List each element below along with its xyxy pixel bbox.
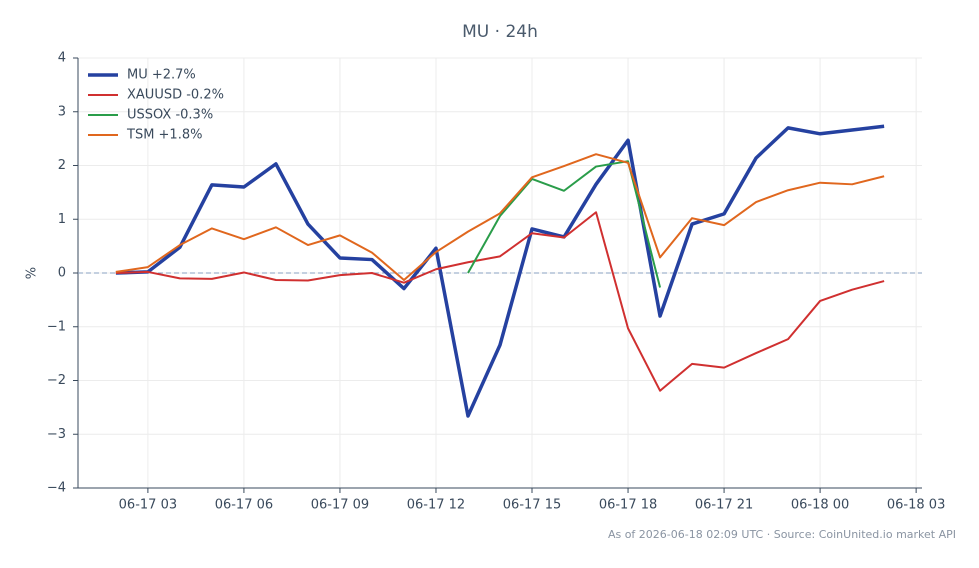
- x-tick-label: 06-18 03: [887, 498, 945, 513]
- footnote: As of 2026-06-18 02:09 UTC · Source: Coi…: [608, 528, 956, 541]
- y-tick-label: −2: [47, 373, 66, 388]
- x-tick-label: 06-17 09: [311, 498, 369, 513]
- series-line: [467, 160, 662, 288]
- y-tick-label: 4: [58, 51, 66, 66]
- y-tick-label: 1: [58, 212, 66, 227]
- legend-label: USSOX -0.3%: [127, 108, 213, 123]
- series-line: [115, 211, 885, 392]
- series-line: [115, 153, 885, 281]
- chart-title: MU · 24h: [462, 22, 538, 42]
- legend-label: XAUUSD -0.2%: [127, 88, 224, 103]
- x-tick-label: 06-18 00: [791, 498, 849, 513]
- y-tick-label: 2: [58, 158, 66, 173]
- y-tick-label: −1: [47, 319, 66, 334]
- x-tick-label: 06-17 06: [215, 498, 273, 513]
- x-tick-label: 06-17 12: [407, 498, 465, 513]
- y-tick-label: −4: [47, 481, 66, 496]
- x-tick-label: 06-17 18: [599, 498, 657, 513]
- y-tick-label: 3: [58, 104, 66, 119]
- x-tick-label: 06-17 03: [119, 498, 177, 513]
- x-tick-label: 06-17 21: [695, 498, 753, 513]
- legend-label: MU +2.7%: [127, 68, 196, 83]
- legend-label: TSM +1.8%: [126, 128, 202, 143]
- x-tick-label: 06-17 15: [503, 498, 561, 513]
- series-line: [115, 124, 885, 418]
- y-axis-label: %: [25, 267, 40, 279]
- y-tick-label: −3: [47, 427, 66, 442]
- y-tick-label: 0: [58, 266, 66, 281]
